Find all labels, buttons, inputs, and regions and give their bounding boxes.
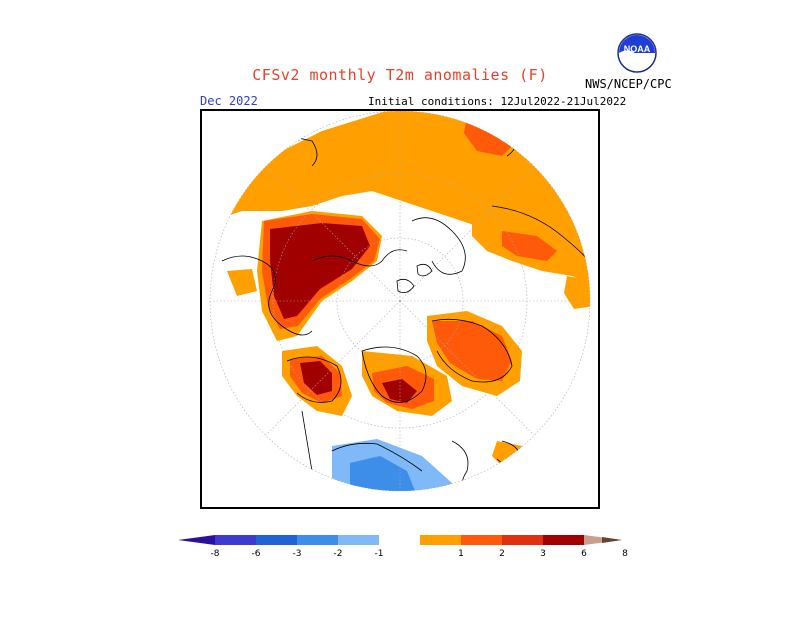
legend-tick-label: -8: [211, 549, 220, 559]
legend-tick-label: -2: [334, 549, 343, 559]
legend-bin-neg-6-3: [256, 535, 297, 545]
anomaly-region-canada-3-6: [300, 361, 332, 395]
noaa-logo: NOAA: [617, 33, 657, 73]
anomaly-region-arctic-3-6: [382, 379, 417, 403]
legend-bin-neutral: [379, 535, 420, 545]
chart-title: CFSv2 monthly T2m anomalies (F): [252, 66, 548, 84]
legend-tick-label: 8: [622, 549, 628, 559]
initial-conditions-label: Initial conditions: 12Jul2022-21Jul2022: [368, 95, 627, 108]
anomaly-region-west-tiny: [227, 269, 257, 296]
legend-tick-label: 2: [499, 549, 505, 559]
legend-bin-1-2: [420, 535, 461, 545]
legend-tick-label: -1: [375, 549, 384, 559]
polar-stereographic-map: [209, 111, 591, 492]
legend-bin-neg-2-1: [338, 535, 379, 545]
anomaly-region-asia-2-3: [432, 321, 512, 381]
color-legend: -8 -6 -3 -2 -1 1 2 3 6 8: [178, 535, 628, 559]
legend-bin-2-3: [461, 535, 502, 545]
legend-tick-label: 1: [458, 549, 464, 559]
graticule: [210, 111, 590, 491]
legend-bin-neg-8-6: [215, 535, 256, 545]
legend-bin-neg-3-2: [297, 535, 338, 545]
legend-bin-6-8: [543, 535, 584, 545]
legend-tick-label: 3: [540, 549, 546, 559]
svg-text:NOAA: NOAA: [624, 44, 651, 54]
polar-map-frame: [200, 109, 600, 509]
anomaly-region-europe-3-6: [270, 223, 370, 319]
anomaly-region-asia-east-2-3: [502, 231, 557, 261]
legend-tick-label: -6: [252, 549, 261, 559]
legend-tick-label: -3: [293, 549, 302, 559]
legend-bin-3-6: [502, 535, 543, 545]
legend-triangle-low: [178, 535, 215, 545]
legend-tick-label: 6: [581, 549, 587, 559]
agency-label: NWS/NCEP/CPC: [585, 77, 672, 91]
forecast-month: Dec 2022: [200, 94, 258, 108]
